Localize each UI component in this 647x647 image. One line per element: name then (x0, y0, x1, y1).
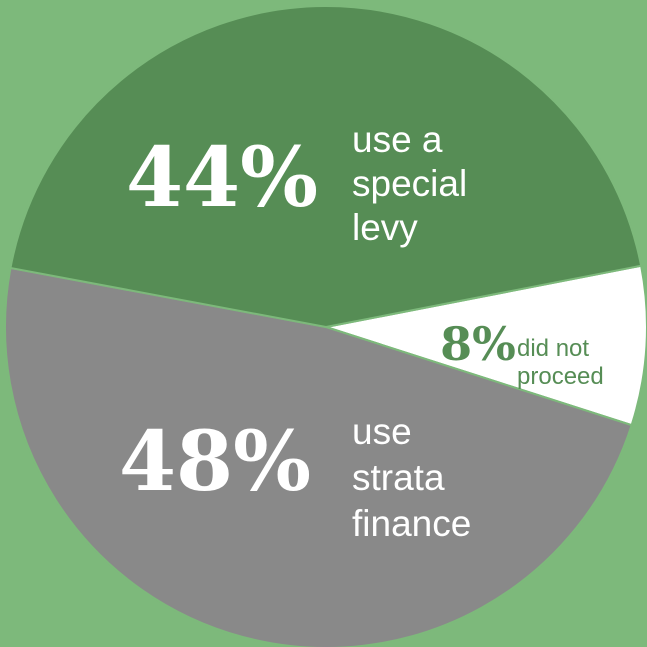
percent-label-special-levy: 44% (126, 130, 318, 226)
slice-label-special-levy-line-3: levy (352, 207, 418, 248)
pie-slice-did-not-proceed (325, 264, 647, 427)
slice-label-special-levy-line-1: use a (352, 119, 443, 160)
slice-label-did-not-proceed-line-2: proceed (517, 363, 604, 390)
slice-label-strata-finance-line-3: finance (352, 503, 471, 544)
slice-label-special-levy-line-2: special (352, 163, 467, 204)
pie-slice-special-levy (9, 5, 643, 329)
percent-label-strata-finance: 48% (119, 414, 311, 510)
percent-label-did-not-proceed: 8% (440, 317, 516, 371)
slice-label-did-not-proceed-line-1: did not (517, 335, 589, 362)
pie-slice-strata-finance (4, 266, 633, 647)
slice-label-strata-finance-line-2: strata (352, 457, 445, 498)
slice-label-strata-finance-line-1: use (352, 411, 412, 452)
